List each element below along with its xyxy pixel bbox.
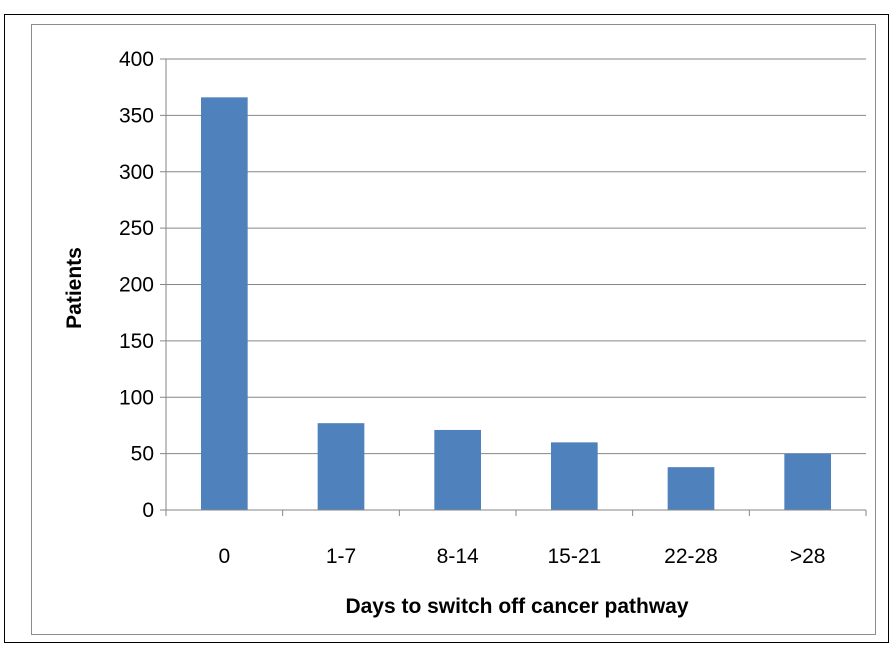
x-tick-label: 15-21 xyxy=(547,545,601,568)
tick-labels: 0 50 100 150 200 250 300 350 400 0 1-7 8-14 15-21 22-… xyxy=(119,48,826,568)
y-tick-label: 350 xyxy=(119,104,154,127)
axes xyxy=(160,58,867,516)
x-axis-title: Days to switch off cancer pathway xyxy=(345,595,688,618)
bar xyxy=(784,453,831,510)
bar xyxy=(551,442,598,510)
y-axis-title: Patients xyxy=(63,247,86,329)
x-tick-label: 0 xyxy=(218,545,230,568)
y-tick-label: 0 xyxy=(142,499,154,522)
chart-area xyxy=(31,24,876,635)
y-tick-label: 150 xyxy=(119,330,154,353)
bar xyxy=(667,467,715,510)
bars xyxy=(201,97,831,511)
bar xyxy=(201,97,248,511)
x-tick-label: >28 xyxy=(790,545,826,568)
y-tick-label: 200 xyxy=(119,274,154,297)
bar xyxy=(434,429,481,510)
y-tick-label: 400 xyxy=(119,48,154,71)
y-tick-label: 250 xyxy=(119,217,154,240)
x-tick-label: 1-7 xyxy=(326,545,356,568)
y-tick-label: 100 xyxy=(119,386,154,409)
x-tick-label: 8-14 xyxy=(437,545,479,568)
bar xyxy=(317,423,365,510)
gridlines xyxy=(166,58,866,455)
y-tick-label: 300 xyxy=(119,161,154,184)
y-tick-label: 50 xyxy=(131,443,154,466)
x-tick-label: 22-28 xyxy=(664,545,718,568)
